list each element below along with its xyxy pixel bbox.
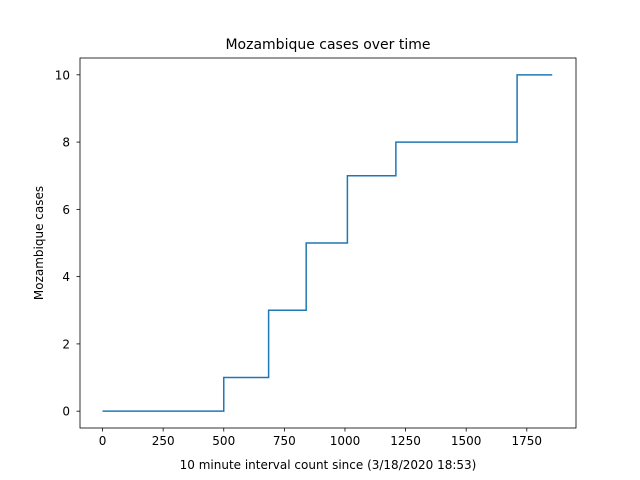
y-axis-ticks: 0 2 4 6 8 10 bbox=[55, 68, 80, 419]
x-tick-label: 1500 bbox=[451, 434, 482, 448]
chart-title: Mozambique cases over time bbox=[225, 37, 430, 53]
y-tick-label: 0 bbox=[62, 405, 70, 419]
series-line bbox=[102, 74, 553, 412]
plot-frame bbox=[79, 57, 577, 429]
x-axis-label: 10 minute interval count since (3/18/202… bbox=[180, 458, 477, 472]
x-axis-ticks: 0 250 500 750 1000 1250 1500 1750 bbox=[99, 428, 542, 448]
x-tick-label: 1000 bbox=[330, 434, 361, 448]
x-tick-label: 1750 bbox=[512, 434, 543, 448]
y-tick-label: 10 bbox=[55, 68, 70, 82]
y-tick-label: 8 bbox=[62, 136, 70, 150]
y-tick-label: 6 bbox=[62, 203, 70, 217]
y-tick-label: 4 bbox=[62, 270, 70, 284]
y-axis-label: Mozambique cases bbox=[32, 186, 46, 300]
x-tick-label: 500 bbox=[212, 434, 235, 448]
x-tick-label: 250 bbox=[152, 434, 175, 448]
x-tick-label: 750 bbox=[273, 434, 296, 448]
data-layer bbox=[102, 74, 553, 412]
x-tick-label: 0 bbox=[99, 434, 107, 448]
x-tick-label: 1250 bbox=[390, 434, 421, 448]
y-tick-label: 2 bbox=[62, 337, 70, 351]
